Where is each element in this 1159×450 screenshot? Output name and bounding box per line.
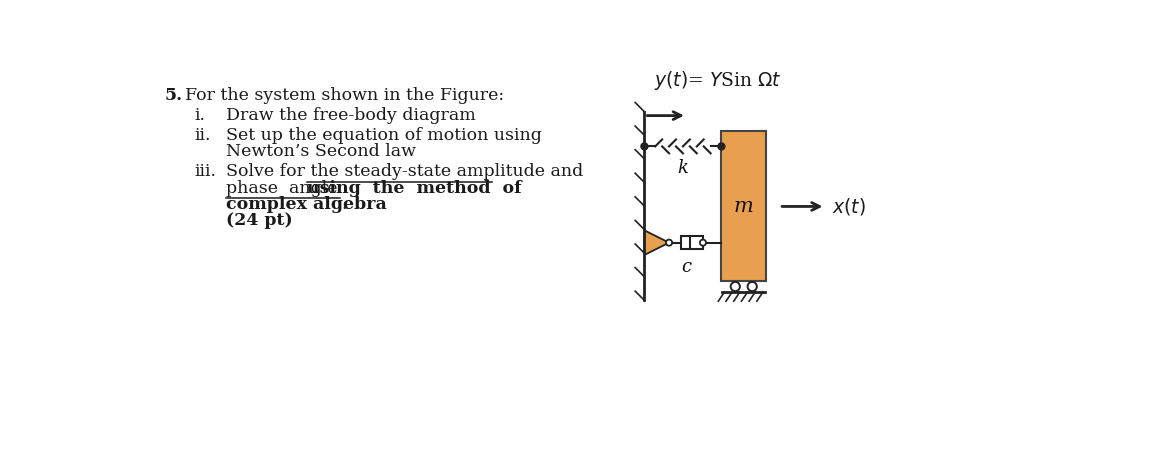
Circle shape	[730, 282, 739, 291]
Text: 5.: 5.	[165, 87, 183, 104]
Circle shape	[717, 143, 724, 150]
Circle shape	[748, 282, 757, 291]
Circle shape	[700, 239, 706, 246]
Text: .: .	[342, 196, 348, 213]
Text: c: c	[681, 258, 692, 276]
Text: For the system shown in the Figure:: For the system shown in the Figure:	[184, 87, 504, 104]
Text: $y(t)$= $Y$Sin $\Omega t$: $y(t)$= $Y$Sin $\Omega t$	[654, 69, 781, 92]
Bar	[681, 237, 704, 249]
Text: complex algebra: complex algebra	[226, 196, 387, 213]
Text: (24 pt): (24 pt)	[226, 212, 293, 229]
Text: iii.: iii.	[194, 163, 216, 180]
Text: k: k	[678, 159, 688, 177]
Text: Solve for the steady-state amplitude and: Solve for the steady-state amplitude and	[226, 163, 584, 180]
Text: $x(t)$: $x(t)$	[831, 196, 866, 217]
Circle shape	[641, 143, 648, 150]
Bar	[721, 131, 766, 281]
Polygon shape	[644, 230, 669, 255]
Text: Draw the free-body diagram: Draw the free-body diagram	[226, 107, 476, 124]
Circle shape	[666, 239, 672, 246]
Text: i.: i.	[194, 107, 205, 124]
Text: m: m	[734, 197, 753, 216]
Text: phase  angle: phase angle	[226, 180, 349, 197]
Text: Set up the equation of motion using: Set up the equation of motion using	[226, 127, 542, 144]
Text: Newton’s Second law: Newton’s Second law	[226, 143, 416, 160]
Text: ii.: ii.	[194, 127, 211, 144]
Text: using  the  method  of: using the method of	[307, 180, 522, 197]
